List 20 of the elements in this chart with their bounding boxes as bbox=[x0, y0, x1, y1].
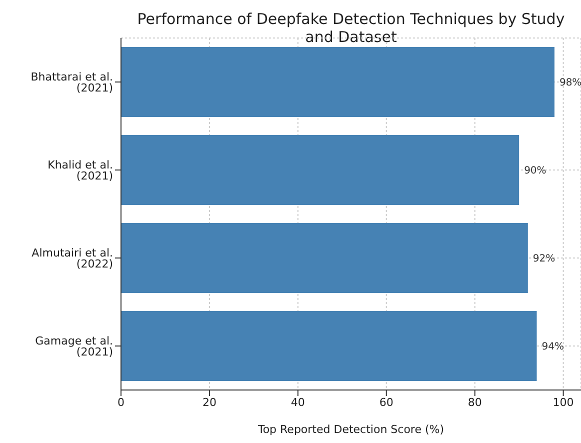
x-tick-label: 20 bbox=[202, 396, 216, 409]
x-axis-title: Top Reported Detection Score (%) bbox=[256, 423, 444, 436]
x-tick-label: 40 bbox=[290, 396, 305, 409]
chart-title: Performance of Deepfake Detection Techniques by Study and Dataset bbox=[136, 10, 566, 46]
bar bbox=[121, 135, 520, 205]
x-tick-label: 100 bbox=[552, 396, 574, 409]
y-tick-label: Khalid et al. (2021) bbox=[48, 158, 113, 182]
y-tick-label: Almutairi et al. (2022) bbox=[32, 246, 113, 270]
x-tick-label: 60 bbox=[379, 396, 394, 409]
y-tick-label: Gamage et al. (2021) bbox=[35, 334, 113, 358]
bar bbox=[121, 223, 528, 293]
data-label: 98% bbox=[559, 78, 581, 89]
data-label: 94% bbox=[542, 342, 564, 353]
bar bbox=[121, 311, 537, 381]
data-label: 90% bbox=[524, 166, 546, 177]
x-tick-label: 0 bbox=[118, 396, 124, 409]
bar bbox=[121, 47, 554, 117]
y-tick-label: Bhattarai et al. (2021) bbox=[30, 70, 113, 94]
data-label: 92% bbox=[532, 254, 556, 265]
x-tick-label: 80 bbox=[468, 396, 482, 409]
